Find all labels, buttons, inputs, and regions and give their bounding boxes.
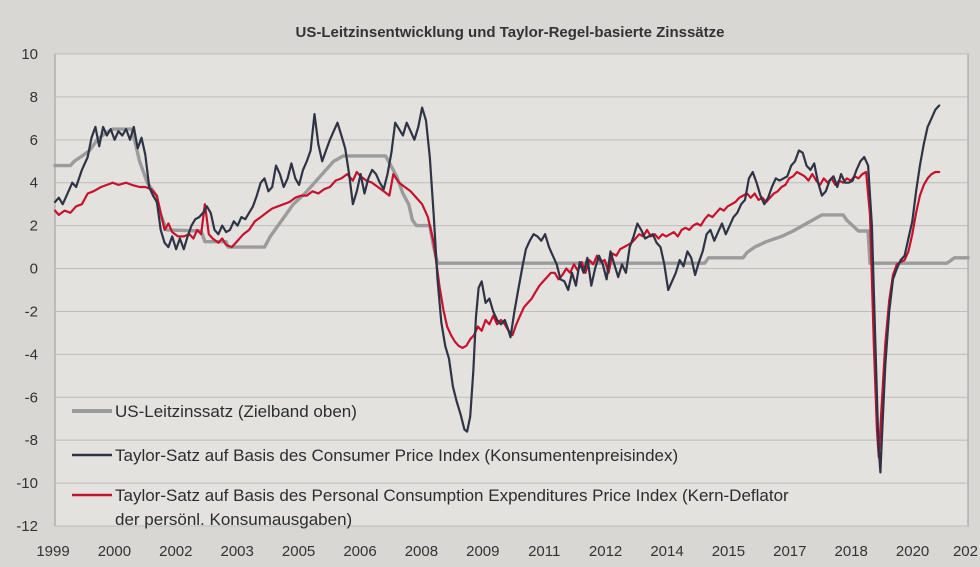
legend-label-pce: Taylor-Satz auf Basis des Personal Consu… <box>115 486 789 505</box>
series-line-pce <box>53 170 941 459</box>
x-tick-label: 2018 <box>835 543 868 560</box>
y-tick-label: -8 <box>25 432 38 449</box>
series-line-fed <box>53 127 970 265</box>
legend-label-fed: US-Leitzinssatz (Zielband oben) <box>115 402 357 421</box>
y-tick-label: 4 <box>30 175 38 192</box>
y-tick-label: 0 <box>30 261 38 278</box>
y-tick-label: 8 <box>30 89 38 106</box>
x-tick-label: 2011 <box>528 543 560 560</box>
x-tick-label: 2006 <box>343 543 376 560</box>
x-tick-label: 2002 <box>159 543 192 560</box>
y-tick-label: -12 <box>16 518 38 535</box>
y-tick-label: -6 <box>25 389 38 406</box>
x-tick-label: 202 <box>953 543 978 560</box>
grid-lines <box>55 53 968 527</box>
y-tick-label: -4 <box>25 346 38 363</box>
legend-label-pce: der persönl. Konsumausgaben) <box>115 510 352 529</box>
y-tick-label: 2 <box>30 218 38 235</box>
x-tick-label: 2003 <box>221 543 254 560</box>
x-tick-label: 2014 <box>650 543 683 560</box>
y-tick-label: 10 <box>21 46 38 63</box>
x-tick-label: 2012 <box>589 543 622 560</box>
x-tick-label: 2000 <box>98 543 131 560</box>
y-tick-label: 6 <box>30 132 38 149</box>
y-tick-label: -10 <box>16 475 38 492</box>
x-tick-label: 2009 <box>466 543 499 560</box>
x-axis-ticks: 1999 2000 2002 2003 2005 2006 2008 2009 2011 2012… <box>36 543 978 560</box>
x-tick-label: 2020 <box>896 543 929 560</box>
legend: US-Leitzinssatz (Zielband oben) Taylor-Sa… <box>72 402 789 529</box>
x-tick-label: 2005 <box>282 543 315 560</box>
x-tick-label: 1999 <box>36 543 69 560</box>
series-lines <box>53 104 970 474</box>
plot-area <box>54 53 969 527</box>
series-line-cpi <box>53 104 941 474</box>
x-tick-label: 2008 <box>405 543 438 560</box>
legend-label-cpi: Taylor-Satz auf Basis des Consumer Price… <box>115 446 678 465</box>
y-axis-ticks: 10 8 6 4 2 0 -2 -4 -6 -8 -10 -12 <box>16 46 38 535</box>
x-tick-label: 2017 <box>773 543 806 560</box>
x-tick-label: 2015 <box>712 543 745 560</box>
chart-title: US-Leitzinsentwicklung und Taylor-Regel-… <box>296 24 725 41</box>
y-tick-label: -2 <box>25 303 38 320</box>
